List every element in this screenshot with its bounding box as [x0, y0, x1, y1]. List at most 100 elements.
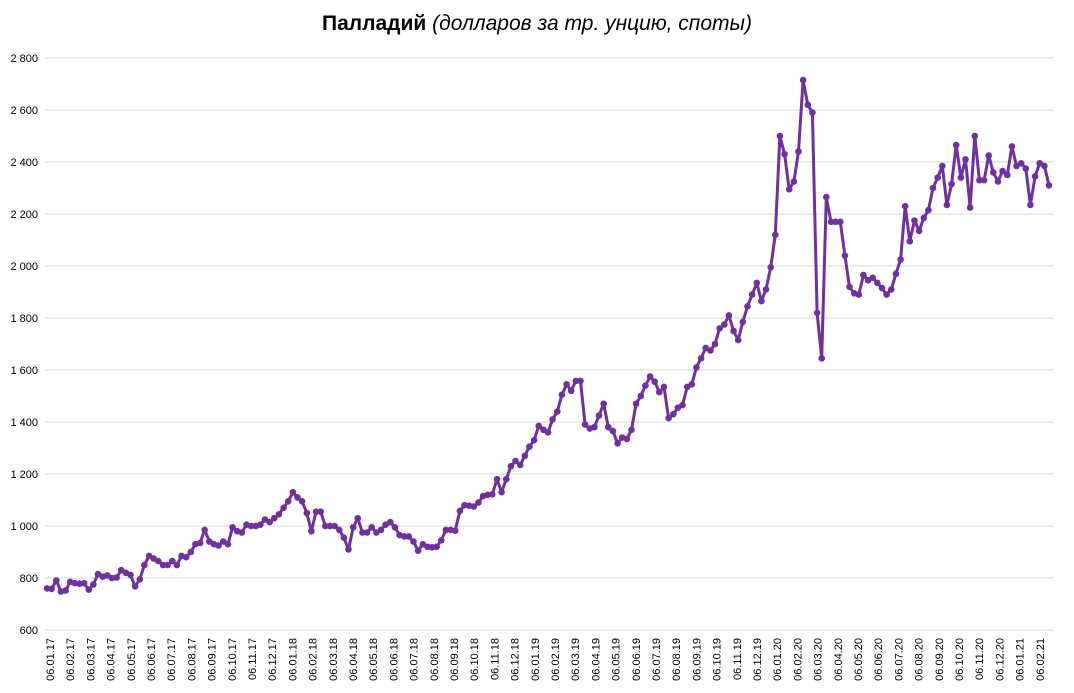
x-tick-label: 06.11.20 — [974, 638, 986, 680]
data-point — [730, 327, 737, 335]
data-point — [317, 508, 325, 515]
y-tick-label: 1 600 — [10, 365, 38, 377]
data-point — [62, 587, 69, 594]
data-point — [284, 498, 292, 505]
data-point — [349, 524, 357, 531]
x-tick-label: 06.08.17 — [186, 638, 198, 681]
chart-title: Палладий (долларов за тр. унцию, споты) — [0, 12, 1074, 36]
data-point — [354, 514, 362, 522]
x-tick-label: 06.02.21 — [1035, 638, 1047, 681]
data-point — [298, 498, 306, 505]
data-point — [832, 218, 839, 226]
data-point — [837, 218, 844, 226]
x-tick-label: 06.11.19 — [732, 638, 744, 680]
data-point — [136, 576, 144, 583]
data-point — [512, 457, 519, 465]
data-point — [651, 378, 658, 386]
data-point — [266, 518, 274, 526]
data-point — [169, 557, 176, 565]
x-tick-label: 06.04.20 — [833, 638, 845, 681]
y-tick-label: 800 — [20, 573, 38, 585]
data-point — [294, 494, 301, 501]
data-point — [716, 325, 723, 332]
data-point — [567, 387, 575, 395]
x-tick-label: 06.09.20 — [934, 638, 946, 681]
data-point — [753, 279, 761, 287]
x-tick-label: 06.06.19 — [631, 638, 643, 681]
data-point — [767, 264, 774, 271]
x-axis-ticks: 06.01.17 06.02.17 06.03.17 06.04.17 06.05.17… — [45, 638, 1047, 681]
data-point — [888, 286, 895, 293]
data-point — [516, 461, 524, 469]
data-point — [776, 132, 784, 140]
x-tick-label: 06.01.20 — [772, 638, 784, 681]
data-point — [433, 543, 441, 551]
data-point — [363, 529, 371, 536]
data-point — [813, 309, 821, 317]
gridlines — [46, 57, 1054, 631]
data-point — [400, 533, 408, 540]
data-point — [391, 524, 399, 531]
y-tick-label: 1 200 — [10, 469, 38, 481]
data-point — [340, 534, 348, 541]
data-point — [646, 373, 654, 380]
x-tick-label: 06.01.21 — [1015, 638, 1027, 681]
data-point — [827, 218, 835, 226]
data-point — [521, 452, 529, 460]
data-point — [925, 206, 932, 214]
data-point — [980, 176, 988, 184]
data-point — [711, 340, 719, 348]
series-palladium — [43, 76, 1053, 595]
x-tick-label: 06.03.17 — [85, 638, 97, 681]
data-point — [159, 561, 167, 569]
chart-title-main: Палладий — [321, 12, 427, 35]
data-point — [846, 283, 853, 291]
data-point — [549, 416, 556, 423]
x-tick-label: 06.05.19 — [611, 638, 623, 681]
x-tick-label: 06.02.19 — [550, 638, 562, 681]
x-tick-label: 06.08.19 — [671, 638, 683, 681]
data-point — [345, 546, 352, 553]
data-point — [874, 279, 881, 287]
data-point — [535, 422, 542, 430]
x-tick-label: 06.05.20 — [853, 638, 865, 681]
x-tick-label: 06.05.18 — [368, 638, 380, 681]
data-point — [544, 429, 552, 436]
data-point — [637, 392, 645, 400]
data-point — [498, 488, 505, 496]
data-point — [748, 291, 756, 298]
data-point — [1045, 182, 1053, 189]
data-point — [591, 423, 598, 431]
data-point — [632, 400, 640, 408]
x-tick-label: 06.03.18 — [328, 638, 340, 681]
data-point — [665, 414, 672, 422]
data-point — [600, 400, 607, 408]
data-point — [173, 561, 181, 569]
data-point — [526, 443, 533, 451]
data-point — [1008, 143, 1016, 150]
data-point — [238, 529, 246, 536]
data-point — [855, 291, 863, 298]
x-tick-label: 06.09.18 — [449, 638, 461, 681]
x-tick-label: 06.01.19 — [530, 638, 542, 681]
data-point — [957, 174, 965, 181]
data-point — [155, 557, 162, 565]
x-tick-label: 06.10.20 — [954, 638, 966, 681]
data-point — [605, 423, 612, 431]
data-point — [229, 524, 236, 531]
data-point — [758, 297, 765, 305]
data-point — [1017, 160, 1025, 167]
data-point — [141, 561, 148, 569]
data-point — [1027, 201, 1034, 209]
data-point — [920, 214, 928, 222]
x-tick-label: 06.09.19 — [691, 638, 703, 681]
data-point — [841, 252, 849, 259]
data-point — [948, 180, 955, 188]
data-point — [939, 162, 946, 170]
data-point — [336, 526, 343, 534]
x-tick-label: 06.10.19 — [712, 638, 724, 681]
data-point — [966, 204, 974, 211]
data-point — [451, 527, 459, 534]
data-point — [312, 508, 320, 515]
x-tick-label: 06.04.19 — [590, 638, 602, 681]
